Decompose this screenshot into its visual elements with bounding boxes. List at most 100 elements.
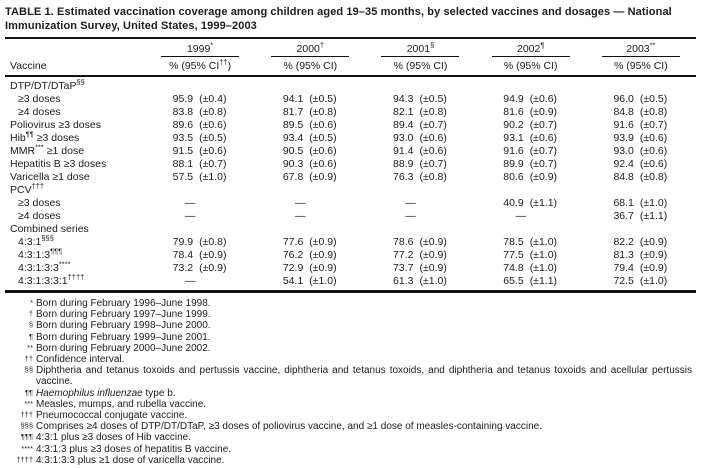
table-cell: 89.4 (±0.7) — [393, 119, 447, 131]
row-label: 4:3:1:3¶¶¶ — [18, 246, 63, 261]
table-cell: 78.4 (±0.9) — [172, 249, 227, 261]
table-cell: 77.2 (±0.9) — [393, 249, 447, 261]
table-cell: — — [405, 210, 416, 222]
subheader-2001: % (95% CI) — [365, 60, 475, 72]
table-cell: 74.8 (±1.0) — [503, 262, 558, 274]
table-row: Poliovirus ≥3 doses 89.6 (±0.6) 89.5 (±0.6… — [5, 119, 696, 132]
table-cell: 94.9 (±0.6) — [503, 93, 558, 105]
footnote: †††† 4:3:1:3:3 plus ≥1 dose of varicella … — [16, 454, 225, 466]
table-row: Hib¶¶ ≥3 doses 93.5 (±0.5) 93.4 (±0.5) 93.… — [5, 130, 696, 145]
section-row-pcv: PCV††† — [5, 182, 696, 197]
table-cell: 91.4 (±0.6) — [393, 145, 447, 157]
subheader-2000: % (95% CI) — [255, 60, 365, 72]
ci-footnote-mark: †† — [219, 57, 228, 67]
footnote: * Born during February 1996–June 1998. — [30, 298, 211, 309]
year-header-row: 1999* 2000† 2001§ 2002¶ 2003** — [5, 39, 696, 57]
table-cell: 84.8 (±0.8) — [613, 171, 668, 183]
footnote: ** Born during February 2000–June 2002. — [27, 342, 211, 354]
table-cell: 81.6 (±0.9) — [503, 106, 558, 118]
table-row: Hepatitis B ≥3 doses 88.1 (±0.7) 90.3 (±0.… — [5, 158, 696, 171]
table-cell: 94.1 (±0.5) — [282, 93, 337, 105]
table-cell: 93.0 (±0.6) — [613, 145, 668, 157]
footnote: *** Measles, mumps, and rubella vaccine. — [24, 398, 207, 410]
footnote: **** 4:3:1:3 plus ≥3 doses of hepatitis B… — [21, 443, 232, 455]
row-label: 4:3:1:3:3**** — [18, 259, 71, 274]
table-cell: — — [295, 197, 306, 209]
table-cell: 88.9 (±0.7) — [393, 158, 447, 170]
subheader-text: ) — [227, 60, 232, 72]
section-label: Combined series — [10, 223, 89, 235]
table-cell: — — [184, 275, 196, 287]
subheader-text: % (95% CI) — [393, 60, 448, 72]
table-cell: 65.5 (±1.1) — [503, 275, 558, 287]
table-cell: 90.3 (±0.6) — [282, 158, 337, 170]
table-cell: 72.9 (±0.9) — [282, 262, 337, 274]
table-cell: 78.5 (±1.0) — [503, 236, 558, 248]
table-cell: 82.2 (±0.9) — [613, 236, 668, 248]
table-cell: 92.4 (±0.6) — [613, 158, 668, 170]
year-footnote-mark: * — [210, 40, 214, 50]
table-cell: — — [295, 210, 306, 222]
table-cell: 96.0 (±0.5) — [613, 93, 668, 105]
table-cell: 36.7 (±1.1) — [613, 210, 668, 222]
year-col-2002: 2002¶ — [476, 41, 586, 57]
table-cell: 81.7 (±0.8) — [282, 106, 337, 118]
table-row: ≥4 doses — — — — 36.7 (±1.1) — [5, 210, 696, 223]
row-label: Varicella ≥1 dose — [10, 171, 90, 183]
year-label: 2003 — [626, 43, 650, 55]
table-cell: 95.9 (±0.4) — [172, 93, 227, 105]
table-cell: 91.5 (±0.6) — [172, 145, 227, 157]
footnote: §§ Diphtheria and tetanus toxoids and per… — [24, 365, 692, 388]
table-cell: 91.6 (±0.7) — [503, 145, 558, 157]
year-col-1999: 1999* — [145, 40, 255, 57]
table-cell: 93.0 (±0.6) — [393, 132, 447, 144]
subheader-text: % (95% CI) — [614, 60, 668, 72]
row-label: ≥3 doses — [18, 93, 61, 105]
row-label: MMR*** ≥1 dose — [10, 142, 85, 157]
year-label: 2000 — [296, 43, 320, 55]
table-cell: 68.1 (±1.0) — [613, 197, 668, 209]
table-cell: 82.1 (±0.8) — [393, 106, 447, 118]
table-cell: 90.2 (±0.7) — [503, 119, 558, 131]
table-cell: 80.6 (±0.9) — [503, 171, 558, 183]
footnote: ††† Pneumococcal conjugate vaccine. — [20, 410, 188, 422]
table-cell: 93.1 (±0.6) — [503, 132, 558, 144]
row-label: ≥4 doses — [18, 106, 61, 118]
rule-table-bottom — [5, 290, 696, 293]
subheader-row: Vaccine % (95% CI††) % (95% CI) % (95% C… — [5, 57, 696, 75]
table-cell: 67.8 (±0.9) — [282, 171, 337, 183]
table-row: Varicella ≥1 dose 57.5 (±1.0) 67.8 (±0.9) … — [5, 171, 696, 184]
table-cell: 61.3 (±1.0) — [393, 275, 447, 287]
year-col-2001: 2001§ — [365, 41, 475, 57]
section-row-combined: Combined series — [5, 223, 696, 236]
table-cell: 73.7 (±0.9) — [393, 262, 447, 274]
row-label: 4:3:1§§§ — [18, 233, 54, 248]
footnote: ¶¶¶ 4:3:1 plus ≥3 doses of Hib vaccine. — [20, 432, 192, 444]
footnote: †† Confidence interval. — [24, 354, 125, 366]
footnotes: * Born during February 1996–June 1998. † B… — [5, 293, 696, 466]
table-cell: 90.5 (±0.6) — [282, 145, 337, 157]
table-cell: 84.8 (±0.8) — [613, 106, 668, 118]
table-cell: — — [515, 210, 526, 222]
table-row: 4:3:1§§§ 79.9 (±0.8) 77.6 (±0.9) 78.6 (±0.9… — [5, 233, 696, 249]
table-cell: 77.5 (±1.0) — [503, 249, 558, 261]
rule-below-header — [5, 75, 696, 77]
subheader-text: % (95% CI) — [503, 60, 558, 72]
table-cell: 89.6 (±0.6) — [172, 119, 227, 131]
table-cell: 57.5 (±1.0) — [172, 171, 227, 183]
table-cell: 79.4 (±0.9) — [613, 262, 668, 274]
year-col-2000: 2000† — [255, 41, 365, 57]
table-title: TABLE 1. Estimated vaccination coverage … — [5, 6, 672, 32]
footnote: § Born during February 1998–June 2000. — [28, 320, 211, 332]
table-cell: 73.2 (±0.9) — [172, 262, 227, 274]
table-cell: 83.8 (±0.8) — [172, 106, 227, 118]
table-cell: 88.1 (±0.7) — [172, 158, 227, 170]
footnote: ¶¶ Haemophilus influenzae type b. — [24, 387, 176, 399]
subheader-2002: % (95% CI) — [476, 60, 586, 72]
table-row: 4:3:1:3:3**** 73.2 (±0.9) 72.9 (±0.9) 73.7… — [5, 259, 696, 275]
table-cell: 93.5 (±0.5) — [172, 132, 227, 144]
table-cell: 93.4 (±0.5) — [282, 132, 337, 144]
table-cell: — — [405, 197, 416, 209]
table-cell: 94.3 (±0.5) — [393, 93, 447, 105]
